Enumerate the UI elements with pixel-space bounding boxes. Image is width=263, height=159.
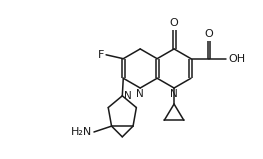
Text: N: N	[170, 89, 178, 99]
Text: H₂N: H₂N	[71, 127, 92, 137]
Text: O: O	[205, 29, 213, 39]
Text: F: F	[98, 50, 104, 60]
Text: N: N	[124, 91, 132, 101]
Text: N: N	[136, 89, 144, 99]
Text: OH: OH	[228, 54, 245, 64]
Text: O: O	[170, 18, 178, 28]
